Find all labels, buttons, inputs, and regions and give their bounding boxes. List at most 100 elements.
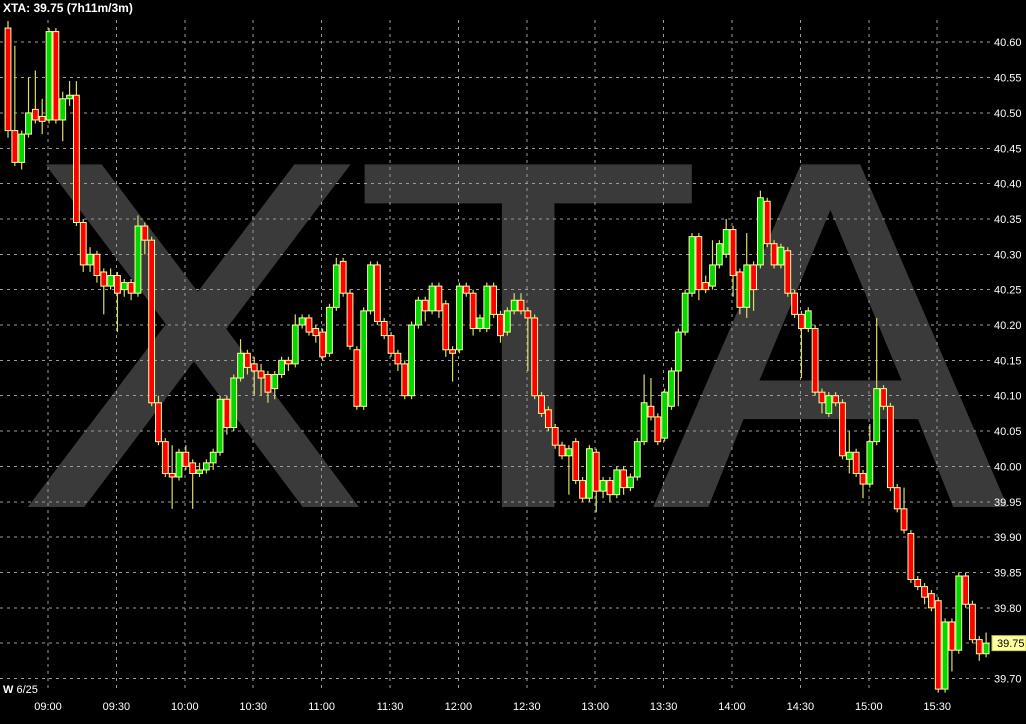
candle-down — [620, 469, 628, 489]
candle-down — [654, 416, 662, 443]
candle-down — [914, 579, 922, 588]
candle-up — [722, 229, 730, 255]
last-price-label — [991, 635, 1026, 652]
candle-up — [483, 285, 491, 330]
candle-down — [127, 282, 135, 294]
candle-down — [880, 388, 887, 407]
candle-up — [326, 306, 333, 354]
candle-up — [503, 310, 511, 333]
candle-down — [969, 603, 976, 641]
candle-down — [948, 621, 956, 651]
candle-down — [462, 285, 470, 294]
candle-down — [435, 285, 443, 312]
candle-down — [839, 402, 846, 457]
candle-up — [367, 264, 374, 312]
candle-down — [373, 264, 381, 322]
candle-down — [244, 352, 251, 368]
candle-down — [223, 398, 231, 429]
candle-down — [975, 639, 983, 655]
candle-down — [100, 271, 108, 287]
candle-down — [114, 275, 121, 294]
y-axis-label: 39.90 — [994, 532, 1022, 544]
candle-down — [305, 317, 313, 333]
y-axis-label: 39.70 — [994, 674, 1022, 686]
candle-down — [141, 225, 149, 241]
chart-title: XTA: 39.75 (7h11m/3m) — [3, 1, 133, 15]
candle-up — [456, 285, 463, 351]
candle-up — [196, 469, 203, 474]
candle-up — [271, 373, 279, 390]
candle-up — [715, 243, 723, 266]
candle-down — [73, 94, 80, 223]
x-axis-label: 09:30 — [103, 701, 131, 713]
candle-up — [332, 264, 340, 308]
y-axis-label: 40.35 — [994, 214, 1022, 226]
candle-down — [572, 441, 580, 482]
x-axis-label: 12:00 — [445, 701, 473, 713]
candle-up — [216, 398, 224, 453]
candle-down — [791, 292, 799, 315]
candle-up — [120, 282, 128, 291]
y-axis-label: 40.30 — [994, 249, 1022, 261]
candle-up — [586, 448, 593, 499]
candle-down — [852, 451, 860, 474]
candle-up — [59, 98, 67, 121]
candle-up — [18, 133, 26, 163]
candle-down — [449, 349, 457, 354]
candle-up — [757, 197, 764, 266]
candle-up — [743, 264, 751, 308]
candle-up — [599, 480, 607, 492]
watermark-text: XTA — [12, 71, 1014, 618]
candle-down — [339, 260, 347, 294]
candle-up — [640, 402, 648, 443]
candle-down — [257, 370, 265, 379]
candle-down — [538, 395, 545, 414]
candle-up — [230, 377, 238, 429]
candle-down — [798, 313, 805, 330]
candle-down — [531, 317, 539, 397]
candle-down — [161, 441, 169, 474]
x-axis-label: 13:30 — [650, 701, 678, 713]
candle-down — [962, 575, 970, 605]
y-axis-label: 40.20 — [994, 320, 1022, 332]
candle-down — [182, 451, 190, 467]
candle-up — [134, 225, 142, 294]
candle-down — [928, 593, 935, 609]
candle-down — [763, 200, 771, 245]
x-axis-label: 15:30 — [923, 701, 951, 713]
candle-up — [237, 352, 244, 379]
x-axis-label: 12:30 — [513, 701, 541, 713]
candle-down — [524, 310, 532, 319]
x-axis-label: 15:00 — [855, 701, 883, 713]
candle-down — [606, 480, 614, 496]
candle-up — [66, 94, 73, 100]
x-axis-date-label: W 6/25 — [3, 684, 38, 696]
y-axis-label: 40.55 — [994, 73, 1022, 85]
candle-down — [442, 303, 450, 351]
candle-down — [784, 250, 792, 294]
candle-up — [565, 448, 573, 457]
x-axis-label: 10:00 — [171, 701, 199, 713]
candle-down — [647, 405, 655, 418]
candle-up — [955, 575, 963, 651]
y-axis-label: 40.45 — [994, 143, 1022, 155]
candle-down — [250, 363, 258, 372]
candle-down — [702, 282, 710, 291]
candle-down — [387, 335, 395, 354]
candle-up — [804, 310, 812, 330]
candle-up — [86, 253, 94, 266]
candle-up — [777, 246, 785, 266]
candle-down — [736, 271, 744, 308]
candle-down — [148, 239, 156, 404]
candle-down — [401, 363, 409, 397]
candle-up — [408, 324, 415, 397]
candle-down — [38, 115, 46, 122]
candle-down — [551, 427, 559, 446]
candle-down — [750, 264, 757, 291]
candle-up — [627, 476, 634, 489]
y-axis-label: 39.80 — [994, 603, 1022, 615]
candle-up — [668, 370, 675, 407]
candle-down — [934, 600, 942, 690]
candle-up — [278, 359, 286, 375]
